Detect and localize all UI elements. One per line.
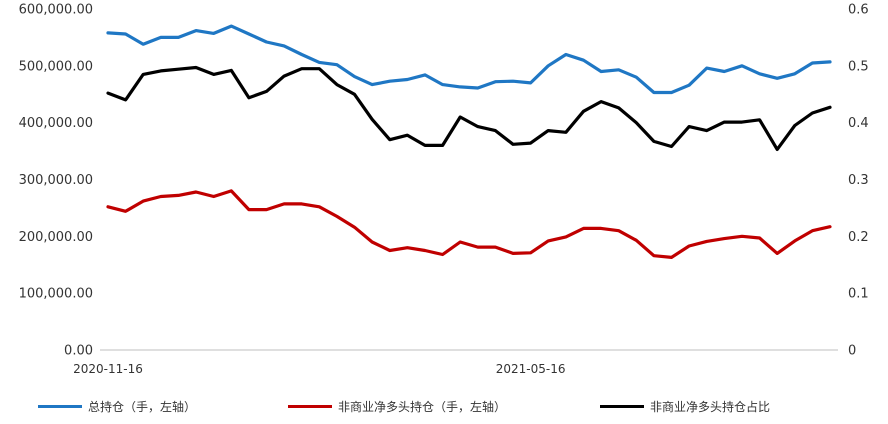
series-line-0 xyxy=(106,24,832,95)
legend-item-net-long-ratio: 非商业净多头持仓占比 xyxy=(600,398,770,415)
legend-label-ratio: 非商业净多头持仓占比 xyxy=(650,400,771,414)
right-tick-label: 0 xyxy=(848,344,856,359)
left-tick-label: 600,000.00 xyxy=(19,3,93,18)
left-axis-ticks: 0.00 100,000.00 200,000.00 300,000.00 400,00… xyxy=(19,3,93,359)
right-tick-label: 0.6 xyxy=(848,3,869,18)
right-tick-label: 0.4 xyxy=(848,116,869,131)
right-tick-label: 0.5 xyxy=(848,59,869,74)
left-tick-label: 100,000.00 xyxy=(19,287,93,302)
left-tick-label: 400,000.00 xyxy=(19,116,93,131)
right-axis-ticks: 0 0.1 0.2 0.3 0.4 0.5 0.6 xyxy=(848,3,869,359)
legend-swatch-net-long xyxy=(288,405,332,408)
legend-label-total: 总持仓（手，左轴） xyxy=(88,400,197,414)
legend: 总持仓（手，左轴） 非商业净多头持仓（手，左轴） 非商业净多头持仓占比 xyxy=(0,398,888,422)
legend-item-total-open-interest: 总持仓（手，左轴） xyxy=(38,398,196,415)
x-axis-ticks: 2020-11-16 2021-05-16 xyxy=(73,362,565,376)
series-layer xyxy=(106,24,832,259)
right-tick-label: 0.1 xyxy=(848,287,869,302)
legend-label-net-long: 非商业净多头持仓（手，左轴） xyxy=(338,400,507,414)
legend-swatch-total xyxy=(38,405,82,408)
left-tick-label: 500,000.00 xyxy=(19,59,93,74)
series-line-1 xyxy=(106,189,832,259)
x-tick-label: 2020-11-16 xyxy=(73,362,143,376)
right-tick-label: 0.2 xyxy=(848,230,869,245)
x-tick-label: 2021-05-16 xyxy=(496,362,566,376)
left-tick-label: 0.00 xyxy=(64,344,93,359)
series-line-2 xyxy=(106,65,832,151)
legend-swatch-ratio xyxy=(600,405,644,408)
left-tick-label: 200,000.00 xyxy=(19,230,93,245)
legend-item-noncommercial-net-long: 非商业净多头持仓（手，左轴） xyxy=(288,398,506,415)
right-tick-label: 0.3 xyxy=(848,173,869,188)
left-tick-label: 300,000.00 xyxy=(19,173,93,188)
